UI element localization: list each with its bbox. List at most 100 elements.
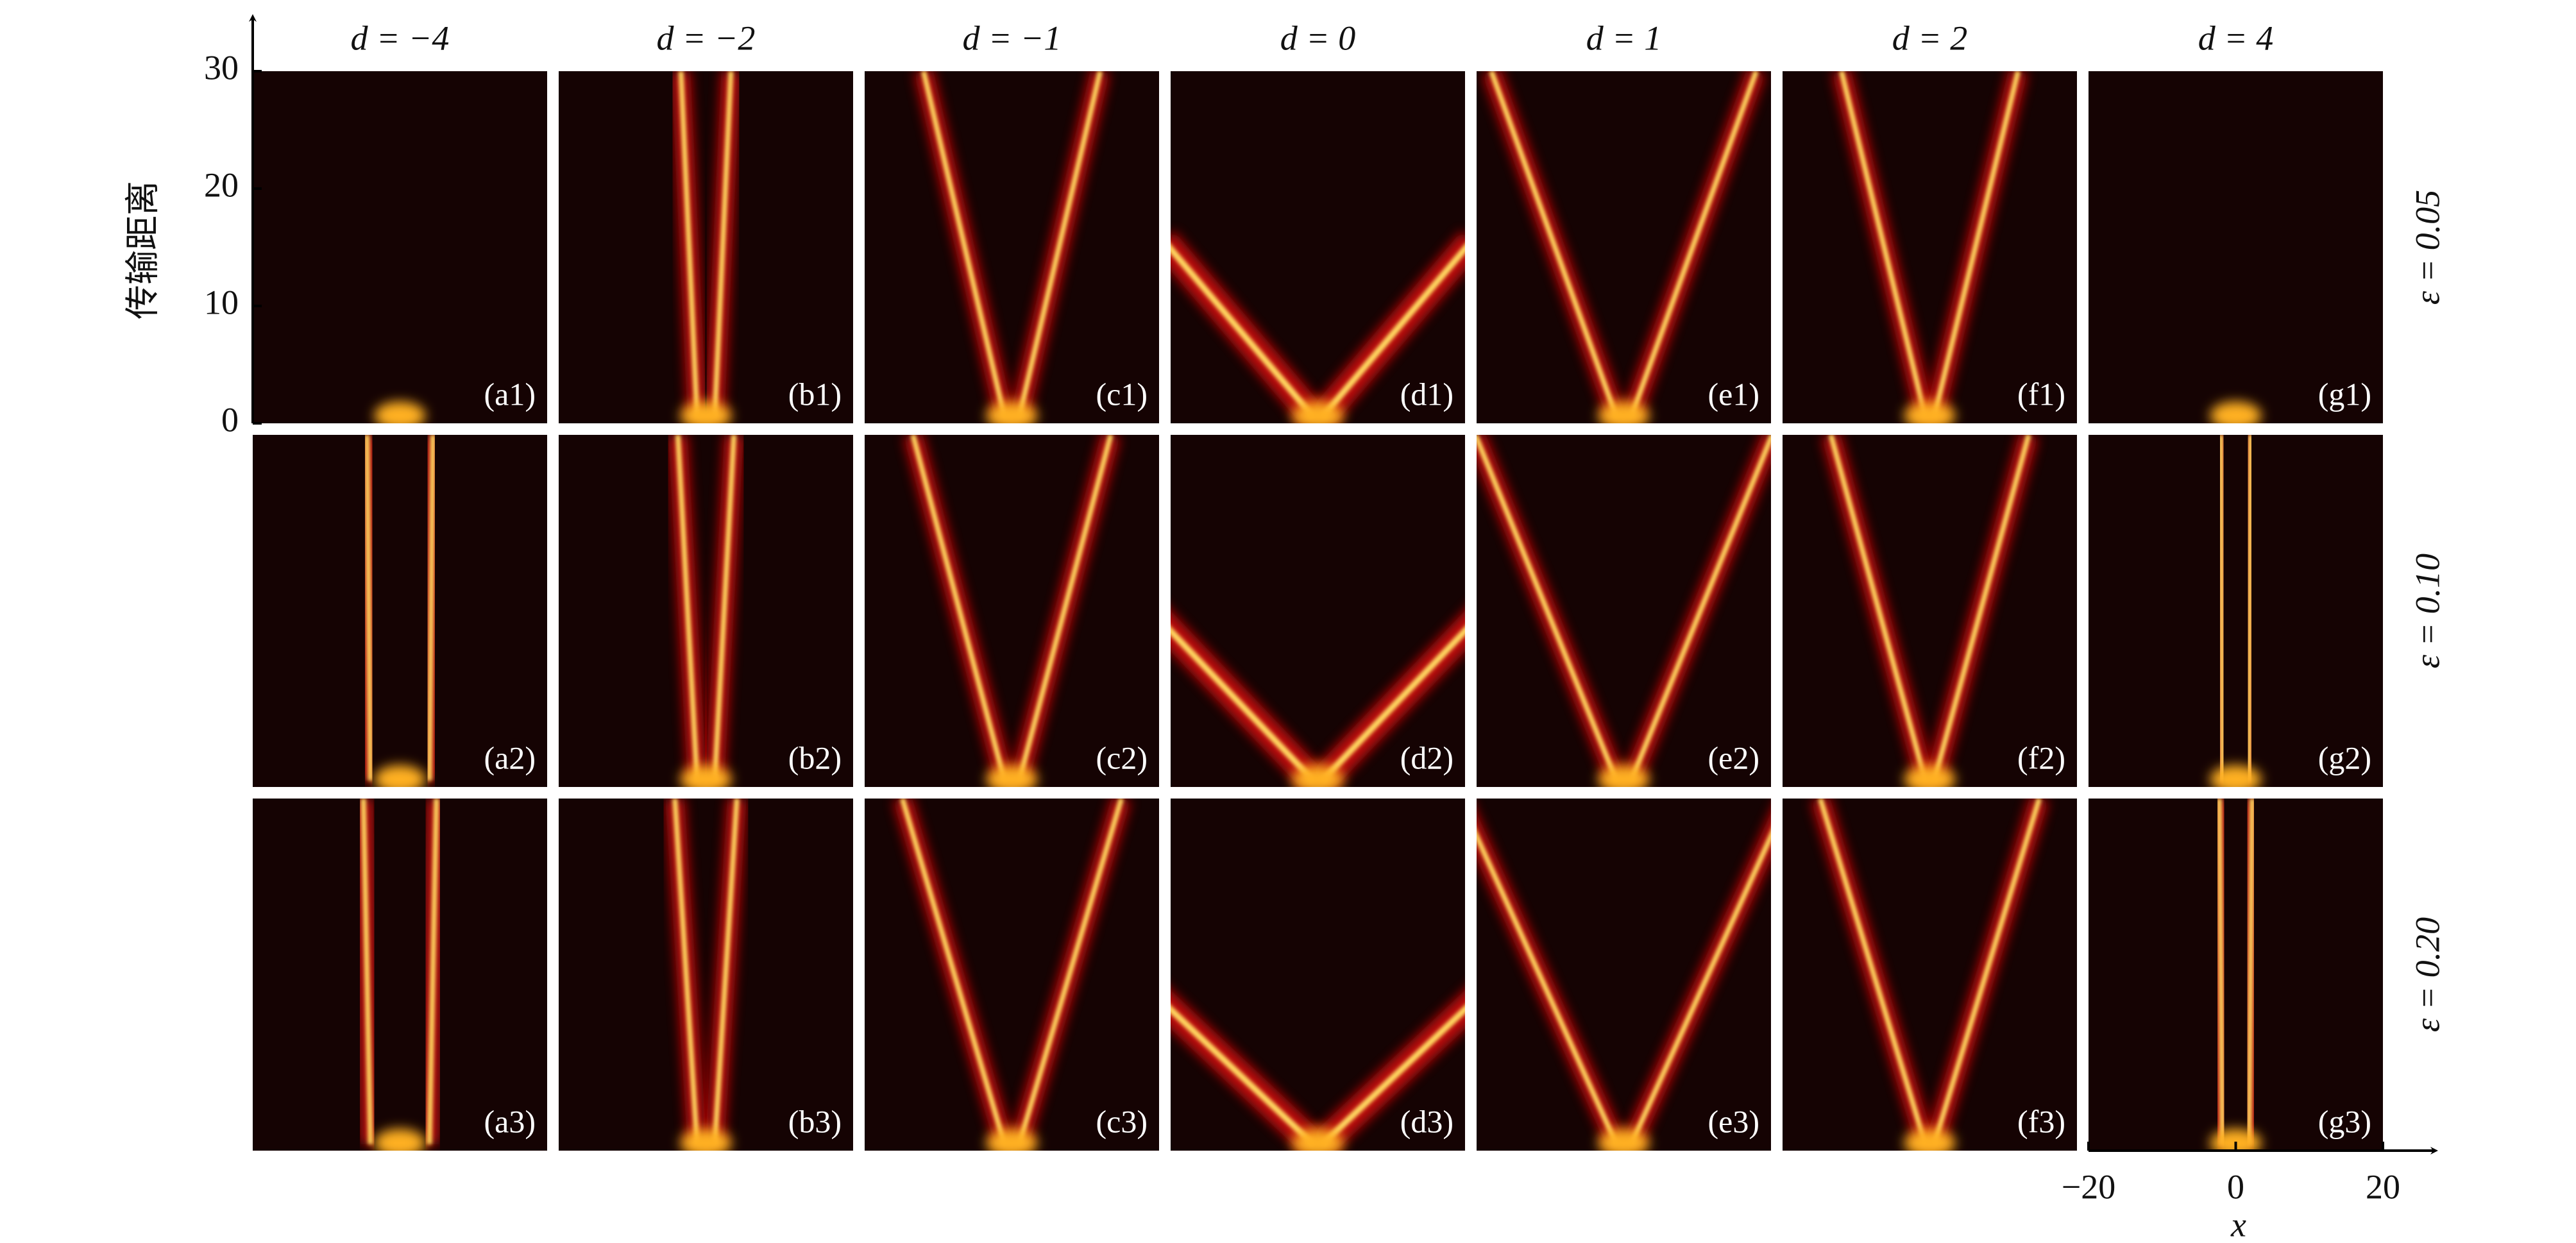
source [2210, 765, 2262, 787]
source [2210, 1129, 2262, 1151]
beams [1171, 610, 1465, 787]
column-header: d = −1 [963, 19, 1062, 57]
beam-core [910, 435, 1007, 782]
beam-core [2216, 799, 2225, 1145]
panel [1477, 435, 1771, 787]
column-header: d = −2 [657, 19, 756, 57]
y-tick-label: 0 [221, 400, 239, 439]
beams [1482, 71, 1766, 423]
panel-label: (d1) [1400, 376, 1453, 412]
panel [2089, 435, 2383, 787]
beam-core [1629, 435, 1771, 782]
source [1292, 402, 1344, 423]
beam-core [427, 435, 436, 781]
x-tick-label: 20 [2366, 1167, 2400, 1206]
beams [1811, 799, 2049, 1151]
beams [1171, 231, 1465, 423]
beam-core [360, 799, 373, 1145]
beams [1477, 435, 1771, 787]
panel [559, 71, 853, 423]
source [1598, 402, 1650, 423]
column-header: d = 4 [2198, 19, 2273, 57]
beam-core [1931, 799, 2042, 1146]
panel [253, 71, 547, 423]
beams [665, 799, 747, 1151]
beams [671, 71, 741, 423]
panel-label: (g2) [2318, 740, 2371, 775]
panel-label: (e1) [1708, 376, 1760, 412]
source [1904, 765, 1956, 787]
panel [559, 799, 853, 1151]
beam-core [1477, 435, 1619, 782]
panel-label: (g1) [2318, 376, 2371, 412]
source [1292, 1129, 1344, 1151]
beam-core [2246, 799, 2255, 1145]
panel-label: (b3) [788, 1103, 842, 1139]
beams [360, 71, 439, 423]
panel-label: (f1) [2017, 376, 2065, 412]
column-header: d = 2 [1892, 19, 1967, 57]
beam-core [1319, 244, 1465, 419]
panel [1477, 71, 1771, 423]
beam-core [1828, 435, 1928, 782]
beam-core [1171, 1005, 1316, 1147]
panel [1171, 435, 1465, 787]
column-header: d = 0 [1280, 19, 1355, 57]
panel-label: (f2) [2017, 740, 2065, 775]
panel-label: (a2) [484, 740, 536, 775]
panel [865, 435, 1159, 787]
beam-core [675, 435, 700, 781]
panel [253, 799, 547, 1151]
beams [2210, 71, 2262, 423]
x-axis-label: x [2230, 1205, 2246, 1243]
panel-label: (b1) [788, 376, 842, 412]
beam-core [1838, 71, 1928, 418]
beam-core [712, 435, 737, 781]
beam-core [364, 435, 373, 781]
beam-core [1171, 244, 1316, 419]
source [374, 402, 426, 423]
panel-label: (c1) [1096, 376, 1148, 412]
source [680, 1129, 732, 1151]
panel-label: (e2) [1708, 740, 1760, 775]
panel-label: (a1) [484, 376, 536, 412]
y-tick-label: 30 [204, 48, 239, 87]
panel-label: (f3) [2017, 1103, 2065, 1139]
panel-label: (d2) [1400, 740, 1453, 775]
source [680, 765, 732, 787]
beams [914, 71, 1110, 423]
row-label: ε = 0.05 [2408, 190, 2446, 305]
panel-label: (d3) [1400, 1103, 1453, 1139]
beam-core [1171, 626, 1316, 783]
beams [1171, 990, 1465, 1151]
beam-core [1629, 71, 1759, 418]
source [2210, 402, 2262, 423]
source [986, 1129, 1038, 1151]
row-label: ε = 0.10 [2408, 554, 2446, 668]
panel [1477, 799, 1771, 1151]
row-label: ε = 0.20 [2408, 917, 2446, 1032]
beam-core [427, 799, 439, 1145]
panel [2089, 799, 2383, 1151]
y-tick-label: 20 [204, 165, 239, 204]
beam-core [2246, 435, 2253, 781]
beam-core [1629, 829, 1771, 1146]
beams [2210, 435, 2262, 787]
column-header: d = 1 [1586, 19, 1661, 57]
panel [1783, 435, 2077, 787]
beams [893, 799, 1131, 1151]
beam-core [2218, 435, 2225, 781]
beam-core [1319, 1005, 1465, 1147]
panel [559, 435, 853, 787]
source [1598, 765, 1650, 787]
source [680, 402, 732, 423]
y-tick-label: 10 [204, 283, 239, 321]
panel-label: (b2) [788, 740, 842, 775]
panel [253, 435, 547, 787]
beam-core [1477, 829, 1619, 1146]
panel [2089, 71, 2383, 423]
beams [353, 799, 446, 1151]
beam-core [712, 71, 734, 418]
beam-core [672, 799, 700, 1145]
